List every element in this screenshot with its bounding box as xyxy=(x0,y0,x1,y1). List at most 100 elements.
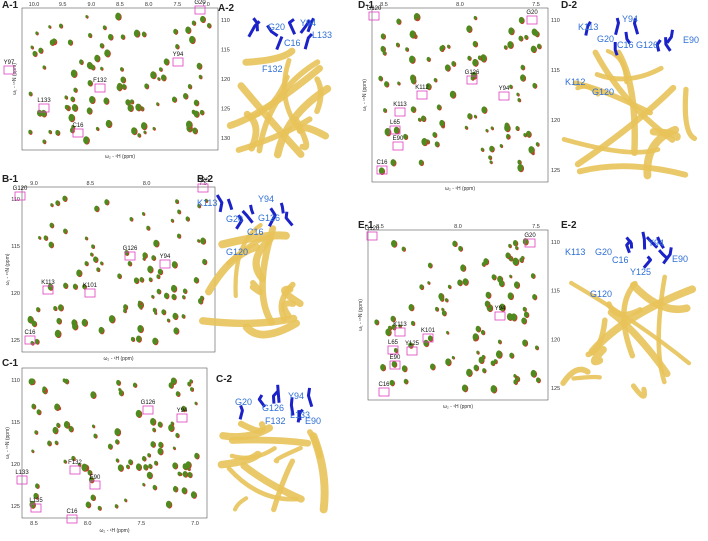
peak-green xyxy=(146,225,150,231)
peak-green xyxy=(197,203,201,208)
peak-green xyxy=(405,47,409,52)
peak-green xyxy=(444,298,448,302)
peak-green xyxy=(181,487,187,494)
panel-label: B-2 xyxy=(197,174,214,185)
side-chain xyxy=(238,404,244,420)
peak-green xyxy=(100,261,103,265)
peak-green xyxy=(378,167,385,175)
peak-green xyxy=(125,99,131,106)
peak-green xyxy=(427,335,433,342)
peak-green xyxy=(473,337,476,341)
peak-label: K112 xyxy=(415,85,429,91)
peak-green xyxy=(30,45,34,50)
peak-label: Y94 xyxy=(177,408,188,414)
peak-green xyxy=(48,129,52,134)
peak-green xyxy=(525,130,531,138)
peak-green xyxy=(72,322,78,330)
spectrum-frame xyxy=(21,186,216,353)
peak-green xyxy=(418,159,424,166)
peak-green xyxy=(96,267,100,272)
peak-green xyxy=(446,44,450,49)
peak-green xyxy=(398,324,402,328)
peak-green xyxy=(36,109,42,117)
peak-box xyxy=(387,345,399,355)
peak-green xyxy=(499,303,506,312)
residue-label: C16 xyxy=(284,38,301,48)
peak-green xyxy=(55,200,60,206)
peak-label: K101 xyxy=(83,283,98,289)
ribbon xyxy=(218,231,290,249)
ribbon xyxy=(242,319,300,339)
y-tick-label: 125 xyxy=(11,338,20,344)
peak-green xyxy=(441,310,447,316)
peak-green xyxy=(173,28,178,35)
peak-green xyxy=(34,430,38,435)
peak-label: G120 xyxy=(365,226,380,232)
peak-green xyxy=(156,102,159,106)
x-tick-label: 9.5 xyxy=(59,2,67,8)
peak-green xyxy=(157,421,163,428)
ribbon xyxy=(237,82,305,158)
spectrum-frame xyxy=(371,7,549,183)
y-tick-label: 120 xyxy=(551,118,560,124)
peak-green xyxy=(123,308,127,313)
peak-green xyxy=(152,307,157,313)
ribbon xyxy=(259,225,277,326)
peak-green xyxy=(123,304,128,310)
peak-green xyxy=(70,69,77,78)
x-tick-label: 8.0 xyxy=(454,224,462,230)
side-chain xyxy=(284,211,294,227)
peak-green xyxy=(179,472,182,476)
peak-green xyxy=(189,379,193,384)
ribbon xyxy=(629,281,691,314)
x-tick-label: 10.0 xyxy=(29,2,40,8)
peak-green xyxy=(150,71,156,79)
peak-green xyxy=(124,498,127,502)
peak-green xyxy=(507,292,514,300)
x-tick-label: 9.0 xyxy=(88,2,96,8)
peak-box xyxy=(368,11,380,21)
peak-green xyxy=(464,125,468,130)
peak-green xyxy=(505,252,511,259)
peak-green xyxy=(513,281,520,289)
peak-green xyxy=(427,281,430,285)
peak-label: G126 xyxy=(123,246,138,252)
peak-green xyxy=(38,47,43,54)
residue-label: G120 xyxy=(226,247,248,257)
peak-green xyxy=(439,119,445,127)
y-tick-label: 115 xyxy=(11,420,20,426)
ribbon xyxy=(271,458,296,513)
peak-green xyxy=(114,504,118,509)
peak-green xyxy=(97,505,102,511)
ribbon xyxy=(273,445,303,464)
peak-label: F132 xyxy=(68,460,82,466)
peak-green xyxy=(467,55,471,61)
x-axis-label: ω₂ - ¹H (ppm) xyxy=(443,404,473,410)
peak-green xyxy=(135,335,142,343)
peak-green xyxy=(182,288,187,294)
peak-green xyxy=(83,136,90,145)
residue-label: G20 xyxy=(597,34,614,44)
peak-green xyxy=(40,109,47,117)
y-axis-label: ω₁ - ¹⁵N (ppm) xyxy=(358,299,364,331)
peak-green xyxy=(513,373,517,378)
peak-green xyxy=(504,124,510,132)
peak-green xyxy=(133,277,139,284)
peak-box xyxy=(406,346,418,356)
peak-green xyxy=(477,55,482,60)
ribbon xyxy=(307,429,323,460)
ribbon xyxy=(226,235,270,266)
peak-label: G20 xyxy=(526,10,538,16)
ribbon xyxy=(248,74,290,121)
peak-label: E90 xyxy=(393,136,404,142)
peak-green xyxy=(182,470,188,478)
peak-green xyxy=(403,133,408,140)
peak-green xyxy=(64,95,68,100)
ribbon xyxy=(569,280,692,366)
peak-label: E90 xyxy=(90,475,101,481)
peak-green xyxy=(127,261,132,266)
peak-box xyxy=(389,125,401,135)
ribbon xyxy=(560,366,591,386)
peak-label: Y97 xyxy=(4,60,15,66)
peak-green xyxy=(391,240,397,248)
